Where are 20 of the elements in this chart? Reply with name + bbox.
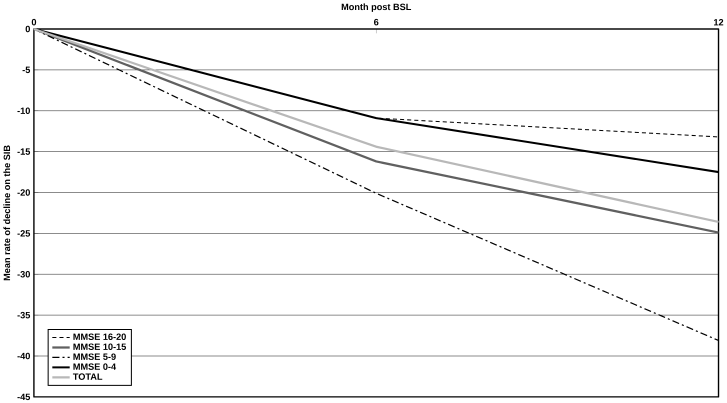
y-tick-label: -25 xyxy=(17,230,30,236)
legend-label: MMSE 0-4 xyxy=(73,363,116,370)
y-axis-title: Mean rate of decline on the SIB xyxy=(3,145,10,280)
y-tick-label: -40 xyxy=(17,352,30,360)
x-axis-title: Month post BSL xyxy=(342,3,412,12)
y-tick-label: -10 xyxy=(17,107,30,114)
y-tick-label: -5 xyxy=(22,66,30,73)
y-tick-label: -30 xyxy=(17,270,30,278)
x-tick-label: 12 xyxy=(714,18,724,26)
legend-label: TOTAL xyxy=(72,373,102,380)
legend-label: MMSE 5-9 xyxy=(73,353,116,360)
y-tick-label: -20 xyxy=(17,189,30,196)
legend-label: MMSE 16-20 xyxy=(73,333,126,340)
y-tick-label: -35 xyxy=(17,312,30,318)
x-tick-label: 0 xyxy=(32,18,36,26)
legend-label: MMSE 10-15 xyxy=(73,343,126,350)
y-tick-label: -45 xyxy=(17,393,30,400)
x-tick-label: 6 xyxy=(374,18,378,26)
y-tick-label: -15 xyxy=(17,148,30,155)
y-tick-label: 0 xyxy=(26,26,30,32)
